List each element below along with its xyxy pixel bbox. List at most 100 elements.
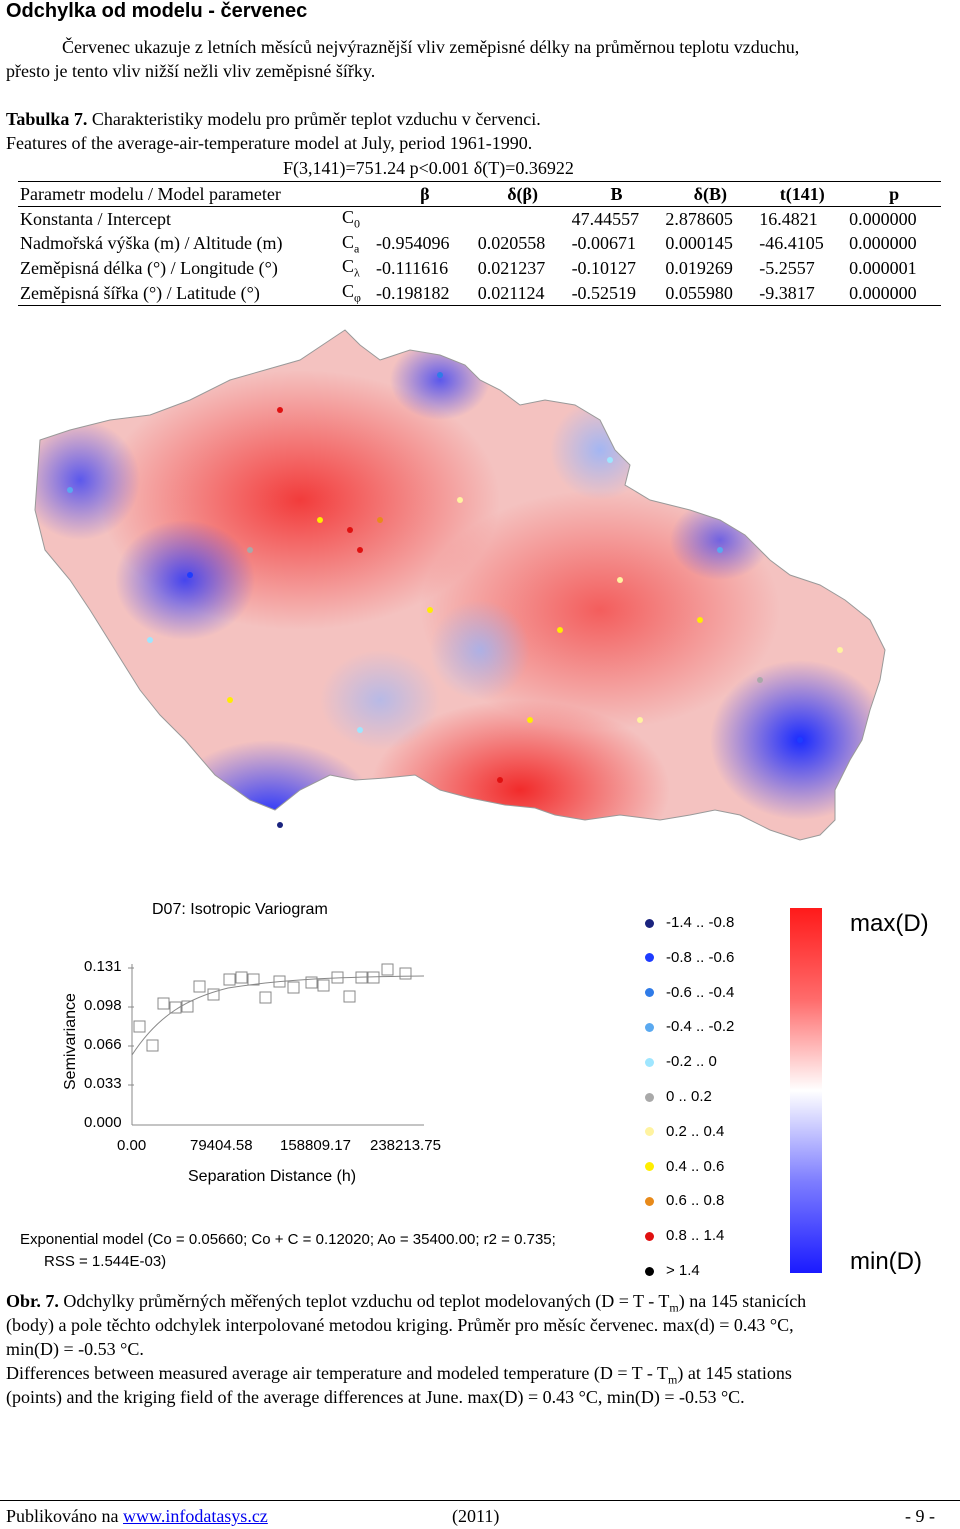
row-beta: -0.954096 (376, 233, 450, 254)
legend-label: > 1.4 (666, 1262, 700, 1279)
legend-item: 0.4 .. 0.6 (645, 1158, 724, 1175)
row-b: -0.10127 (571, 257, 637, 278)
row-beta: -0.111616 (376, 257, 449, 278)
row-t: 16.4821 (759, 208, 818, 229)
table-row: Konstanta / Intercept C0 47.44557 2.8786… (18, 207, 941, 232)
variogram-points (133, 963, 412, 1052)
row-beta (374, 207, 476, 232)
table-row: Nadmořská výška (m) / Altitude (m) Ca -0… (18, 232, 941, 257)
row-symbol: Ca (342, 231, 360, 256)
header-t: t(141) (757, 181, 848, 207)
figure-caption-cz-2: (body) a pole těchto odchylek interpolov… (6, 1315, 794, 1335)
legend-label: 0.2 .. 0.4 (666, 1122, 725, 1140)
row-symbol: C0 (342, 207, 361, 231)
legend-item: 0.8 .. 1.4 (645, 1227, 724, 1244)
row-name: Konstanta / Intercept (20, 208, 171, 229)
station-points (67, 372, 843, 828)
legend-dot-icon (645, 1196, 654, 1206)
variogram-title: D07: Isotropic Variogram (152, 901, 328, 918)
figure-label: Obr. 7. (6, 1291, 59, 1311)
header-delta-b: δ(B) (663, 181, 758, 207)
table-caption: Tabulka 7. Charakteristiky modelu pro pr… (6, 107, 541, 131)
row-delta-b: 0.000145 (665, 233, 733, 254)
row-delta-b: 0.019269 (665, 257, 733, 278)
legend-dot-icon (645, 1057, 654, 1067)
row-symbol: Cλ (342, 256, 360, 280)
row-t: -9.3817 (757, 280, 848, 307)
footer-rule (0, 1500, 960, 1501)
legend-item: 0.2 .. 0.4 (645, 1123, 724, 1140)
figure-caption-cz-1: Obr. 7. Odchylky průměrných měřených tep… (6, 1291, 807, 1315)
legend-item: -0.6 .. -0.4 (645, 984, 734, 1001)
header-delta-beta: δ(β) (475, 181, 570, 207)
legend-item: 0.6 .. 0.8 (645, 1192, 724, 1209)
table-caption-cz: Charakteristiky modelu pro průměr teplot… (91, 109, 541, 129)
kriging-map (34, 329, 886, 841)
legend-label: -0.4 .. -0.2 (666, 1018, 735, 1036)
header-b: B (569, 181, 664, 207)
header-p: p (847, 181, 941, 207)
row-p: 0.000000 (849, 233, 917, 254)
legend-dot-icon (645, 1022, 654, 1032)
figure-caption-en-2: (points) and the kriging field of the av… (6, 1387, 745, 1407)
footer-link[interactable]: www.infodatasys.cz (123, 1506, 268, 1526)
legend-dot-icon (645, 918, 654, 928)
variogram-xlabel: Separation Distance (h) (188, 1168, 357, 1185)
xtick-label: 79404.58 (190, 1137, 253, 1154)
ytick-label: 0.033 (84, 1075, 122, 1092)
table-header-row: Parametr modelu / Model parameter β δ(β)… (18, 181, 941, 207)
table-caption-en: Features of the average-air-temperature … (6, 133, 533, 153)
legend-item: 0 .. 0.2 (645, 1088, 712, 1105)
legend-label: 0.8 .. 1.4 (666, 1227, 725, 1245)
model-curve (131, 975, 425, 1056)
row-delta-b: 0.055980 (663, 280, 758, 307)
min-label: min(D) (850, 1248, 922, 1275)
row-delta-beta: 0.020558 (477, 233, 546, 254)
header-beta: β (374, 181, 476, 207)
variogram-ylabel: Semivariance (62, 993, 79, 1090)
legend-dot-icon (645, 1162, 654, 1172)
legend-label: 0.4 .. 0.6 (666, 1157, 725, 1175)
row-delta-beta: 0.021237 (477, 257, 546, 278)
legend-item: -1.4 .. -0.8 (645, 914, 734, 931)
row-name: Nadmořská výška (m) / Altitude (m) (20, 233, 283, 254)
legend-dot-icon (645, 1092, 654, 1102)
xtick-label: 158809.17 (280, 1137, 351, 1154)
figure-caption-cz-3: min(D) = -0.53 °C. (6, 1339, 144, 1359)
xtick-label: 238213.75 (370, 1137, 441, 1154)
legend-dot-icon (645, 988, 654, 998)
ytick-label: 0.098 (84, 997, 122, 1014)
max-label: max(D) (850, 910, 929, 937)
legend-label: -0.2 .. 0 (666, 1053, 717, 1071)
legend-label: -0.6 .. -0.4 (666, 983, 735, 1001)
legend-item: -0.8 .. -0.6 (645, 949, 734, 966)
legend-label: 0.6 .. 0.8 (666, 1192, 725, 1210)
figure-caption-en-1: Differences between measured average air… (6, 1363, 792, 1387)
row-t: -5.2557 (759, 257, 815, 278)
table-row: Zeměpisná šířka (°) / Latitude (°) Cφ -0… (18, 280, 941, 307)
legend-dot-icon (645, 953, 654, 963)
legend-dot-icon (645, 1231, 654, 1241)
intro-line-2: přesto je tento vliv nižší nežli vliv ze… (6, 61, 376, 81)
header-parameter: Parametr modelu / Model parameter (18, 181, 340, 207)
ytick-label: 0.066 (84, 1036, 122, 1053)
table-caption-label: Tabulka 7. (6, 109, 88, 129)
row-b: 47.44557 (571, 208, 640, 229)
intro-line-1: Červenec ukazuje z letních měsíců nejvýr… (62, 37, 800, 57)
row-symbol: Cφ (340, 280, 374, 307)
ytick-label: 0.131 (84, 958, 122, 975)
table-stats: F(3,141)=751.24 p<0.001 δ(T)=0.36922 (283, 158, 574, 178)
legend-dot-icon (645, 1266, 654, 1276)
legend-label: 0 .. 0.2 (666, 1088, 712, 1105)
row-p: 0.000000 (849, 208, 917, 229)
table-row: Zeměpisná délka (°) / Longitude (°) Cλ -… (18, 256, 941, 281)
legend-item: -0.4 .. -0.2 (645, 1018, 734, 1035)
ytick-label: 0.000 (84, 1114, 122, 1131)
xtick-label: 0.00 (117, 1137, 147, 1154)
row-name: Zeměpisná šířka (°) / Latitude (°) (18, 280, 340, 307)
row-delta-beta (476, 207, 570, 232)
legend-label: -0.8 .. -0.6 (666, 948, 735, 966)
row-delta-b: 2.878605 (665, 208, 733, 229)
variogram-plot (128, 963, 425, 1126)
row-b: -0.00671 (571, 233, 637, 254)
